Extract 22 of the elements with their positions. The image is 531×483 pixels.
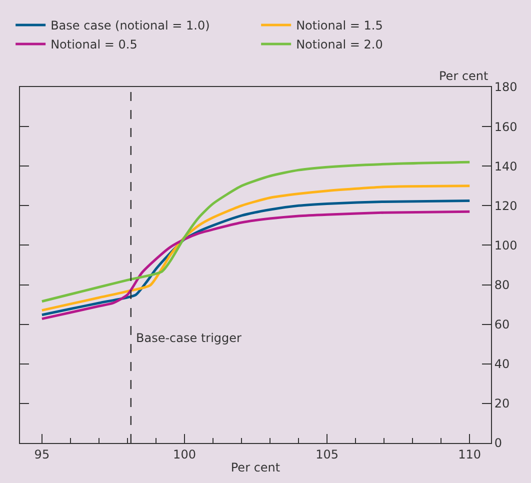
x-tick-label: 100 (173, 447, 196, 462)
legend-label: Notional = 2.0 (296, 38, 383, 52)
y-tick-label: 60 (494, 318, 510, 332)
x-axis-title: Per cent (230, 460, 280, 474)
x-tick-label: 110 (458, 447, 482, 462)
y-tick-label: 100 (494, 238, 518, 252)
y-tick-label: 180 (494, 80, 518, 94)
y-axis-title: Per cent (439, 69, 489, 83)
x-tick-label: 95 (34, 447, 50, 462)
y-tick-label: 20 (494, 396, 510, 411)
line-series (40, 160, 471, 303)
y-tick-label: 120 (494, 198, 518, 213)
legend-label: Base case (notional = 1.0) (50, 18, 210, 33)
y-tick-label: 140 (494, 159, 518, 174)
x-tick-label: 105 (316, 447, 339, 462)
legend-label: Notional = 0.5 (50, 38, 138, 52)
legend-label: Notional = 1.5 (296, 18, 383, 33)
y-tick-label: 160 (494, 120, 518, 134)
y-tick-label: 40 (494, 357, 510, 372)
ref-line-label: Base-case trigger (136, 331, 242, 345)
y-tick-label: 80 (494, 278, 510, 292)
y-tick-label: 0 (494, 436, 502, 450)
